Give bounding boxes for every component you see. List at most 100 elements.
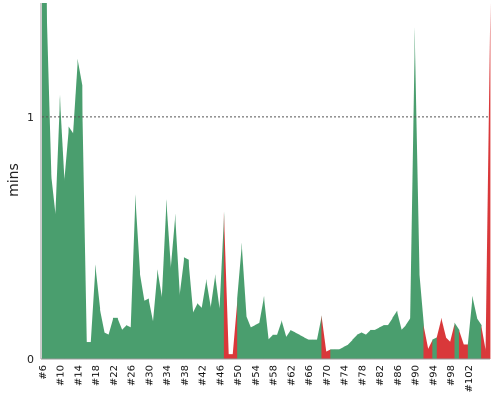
x-tick-label: #58 bbox=[269, 365, 280, 386]
area-segment-#94 bbox=[432, 337, 438, 359]
area-segment-#96 bbox=[441, 317, 447, 359]
area-segment-#12 bbox=[68, 126, 74, 360]
area-layer bbox=[42, 3, 491, 360]
area-segment-#65 bbox=[303, 337, 309, 359]
area-segment-#7 bbox=[46, 3, 52, 359]
area-segment-#15 bbox=[81, 85, 87, 359]
area-segment-#47 bbox=[223, 211, 229, 359]
area-segment-#20 bbox=[104, 332, 109, 359]
area-segment-#23 bbox=[117, 317, 123, 359]
area-segment-#43 bbox=[206, 279, 211, 359]
x-tick-label: #6 bbox=[38, 365, 49, 380]
area-segment-#22 bbox=[112, 317, 118, 359]
area-segment-#13 bbox=[73, 58, 78, 359]
area-segment-#46 bbox=[219, 211, 225, 359]
area-segment-#62 bbox=[290, 329, 296, 359]
area-segment-#45 bbox=[214, 274, 220, 359]
area-segment-#40 bbox=[192, 303, 198, 359]
area-segment-#85 bbox=[392, 310, 398, 359]
area-segment-#66 bbox=[308, 339, 313, 359]
x-tick-label: #94 bbox=[428, 365, 439, 386]
area-segment-#86 bbox=[396, 310, 402, 359]
area-segment-#44 bbox=[210, 274, 216, 359]
area-segment-#98 bbox=[450, 322, 455, 359]
area-segment-#104 bbox=[476, 317, 482, 359]
area-segment-#74 bbox=[343, 344, 349, 359]
area-segment-#83 bbox=[383, 325, 389, 359]
y-tick-label: 0 bbox=[27, 353, 34, 366]
x-tick-label: #34 bbox=[162, 365, 173, 386]
area-segment-#92 bbox=[423, 325, 429, 359]
area-segment-#21 bbox=[108, 317, 114, 359]
area-segment-#89 bbox=[410, 27, 415, 360]
area-segment-#56 bbox=[263, 296, 269, 359]
area-segment-#63 bbox=[294, 332, 300, 359]
area-segment-#71 bbox=[330, 349, 336, 359]
area-segment-#51 bbox=[241, 242, 247, 359]
y-axis-label: mins bbox=[6, 163, 22, 197]
area-segment-#6 bbox=[42, 3, 47, 359]
area-segment-#17 bbox=[90, 264, 96, 359]
x-tick-label: #74 bbox=[340, 365, 351, 386]
area-segment-#48 bbox=[228, 354, 234, 359]
area-segment-#41 bbox=[197, 303, 203, 359]
area-segment-#24 bbox=[121, 325, 127, 359]
area-segment-#30 bbox=[148, 298, 154, 359]
area-segment-#19 bbox=[99, 308, 105, 359]
area-segment-#29 bbox=[144, 298, 149, 359]
x-tick-label: #86 bbox=[393, 365, 404, 386]
x-tick-label: #38 bbox=[180, 365, 191, 386]
area-segment-#97 bbox=[445, 337, 451, 359]
area-segment-#79 bbox=[365, 329, 371, 359]
area-segment-#11 bbox=[64, 126, 70, 360]
area-segment-#26 bbox=[130, 194, 136, 359]
x-tick-label: #66 bbox=[304, 365, 315, 386]
area-segment-#78 bbox=[361, 332, 367, 359]
x-tick-label: #98 bbox=[446, 365, 457, 386]
area-segment-#90 bbox=[414, 27, 420, 360]
area-segment-#93 bbox=[427, 339, 433, 359]
area-segment-#88 bbox=[405, 317, 411, 359]
x-tick-label: #90 bbox=[411, 365, 422, 386]
x-ticks: #6 #10 #14 #18 #22 #26 #30 #34 #38 #42 #46 #50 #54 #5… bbox=[38, 365, 475, 392]
area-segment-#18 bbox=[95, 264, 101, 359]
area-segment-#64 bbox=[299, 334, 305, 359]
area-segment-#54 bbox=[254, 322, 260, 359]
area-segment-#69 bbox=[321, 315, 327, 359]
x-tick-label: #82 bbox=[375, 365, 386, 386]
area-segment-#37 bbox=[179, 257, 185, 359]
x-tick-label: #30 bbox=[144, 365, 155, 386]
area-segment-#57 bbox=[268, 334, 274, 359]
area-segment-#49 bbox=[232, 298, 238, 359]
x-tick-label: #26 bbox=[127, 365, 138, 386]
area-segment-#84 bbox=[387, 317, 393, 359]
area-segment-#39 bbox=[188, 259, 194, 359]
area-segment-#100 bbox=[458, 329, 464, 359]
area-segment-#8 bbox=[50, 172, 56, 359]
area-segment-#101 bbox=[463, 344, 469, 359]
x-tick-label: #42 bbox=[198, 365, 209, 386]
area-segment-#58 bbox=[272, 334, 278, 359]
area-segment-#9 bbox=[55, 95, 61, 359]
area-segment-#38 bbox=[183, 257, 189, 359]
x-tick-label: #50 bbox=[233, 365, 244, 386]
area-segment-#32 bbox=[157, 269, 163, 359]
area-segment-#14 bbox=[77, 58, 83, 359]
area-segment-#80 bbox=[370, 329, 376, 359]
area-segment-#99 bbox=[454, 322, 460, 359]
x-tick-label: #18 bbox=[91, 365, 102, 386]
area-segment-#27 bbox=[135, 194, 140, 359]
area-segment-#59 bbox=[277, 320, 282, 359]
area-segment-#77 bbox=[356, 332, 362, 359]
area-segment-#25 bbox=[126, 325, 132, 359]
area-segment-#36 bbox=[175, 213, 180, 359]
area-segment-undefined bbox=[481, 325, 486, 359]
area-segment-#68 bbox=[317, 315, 322, 359]
area-segment-#87 bbox=[401, 325, 407, 359]
area-segment-#72 bbox=[334, 349, 340, 359]
area-segment-#53 bbox=[250, 325, 256, 359]
x-tick-label: #102 bbox=[464, 365, 475, 392]
area-segment-#28 bbox=[139, 271, 145, 359]
x-tick-label: #46 bbox=[215, 365, 226, 386]
